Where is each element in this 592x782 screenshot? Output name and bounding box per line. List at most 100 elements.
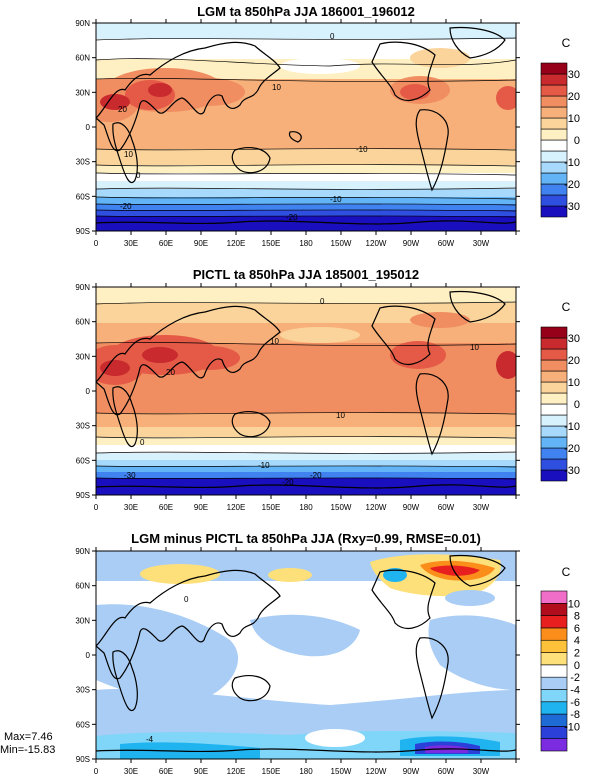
contour-label: -20 <box>286 213 298 222</box>
y-tick-label: 90S <box>76 755 90 764</box>
x-tick-label: 120W <box>366 239 387 248</box>
contour-label: 0 <box>136 171 141 180</box>
x-tick-label: 150W <box>331 767 352 776</box>
colorbar-tick-label: -20 <box>564 443 580 455</box>
panel3-xticks: 0 30E 60E 90E 120E 150E 180 150W 120W 90W 60W 30W <box>94 547 517 776</box>
y-tick-label: 30S <box>76 158 90 167</box>
x-tick-label: 0 <box>94 239 99 248</box>
colorbar-swatch <box>540 436 568 449</box>
colorbar-swatch <box>540 73 568 86</box>
x-tick-label: 180 <box>299 503 313 512</box>
y-tick-label: 30N <box>75 352 90 361</box>
colorbar-tick-label: -10 <box>564 421 580 433</box>
y-tick-label: 90S <box>76 227 90 236</box>
panel2-colorbar-unit: C <box>562 300 571 314</box>
colorbar-tick-label: -20 <box>564 179 580 191</box>
y-tick-label: 90N <box>75 19 90 28</box>
contour-label: 10 <box>124 150 133 159</box>
y-tick-label: 0 <box>86 651 91 660</box>
x-tick-label: 90E <box>194 767 208 776</box>
panel3-yticks: 90N 60N 30N 0 30S 60S 90S <box>75 547 520 764</box>
x-tick-label: 90W <box>403 239 420 248</box>
colorbar-swatch <box>540 447 568 460</box>
y-tick-label: 60N <box>75 54 90 63</box>
colorbar-swatch <box>540 713 568 727</box>
contour-label: -4 <box>146 735 154 744</box>
colorbar-tick-label: 10 <box>568 377 580 389</box>
colorbar-tick-label: 0 <box>574 660 580 672</box>
colorbar-swatch <box>540 458 568 471</box>
x-tick-label: 90W <box>403 767 420 776</box>
colorbar-tick-label: -30 <box>564 201 580 213</box>
colorbar-swatch <box>540 326 568 339</box>
colorbar-tick-label: 2 <box>574 648 580 660</box>
y-tick-label: 60S <box>76 456 90 465</box>
colorbar-swatch <box>540 689 568 703</box>
colorbar-swatch <box>540 414 568 427</box>
colorbar-swatch <box>540 615 568 629</box>
y-tick-label: 60S <box>76 192 90 201</box>
x-tick-label: 60W <box>438 503 455 512</box>
x-tick-label: 150E <box>262 503 281 512</box>
colorbar-swatch <box>540 652 568 666</box>
colorbar-swatch <box>540 403 568 416</box>
colorbar-swatch <box>540 139 568 152</box>
x-tick-label: 30E <box>124 767 138 776</box>
panel1-yticks: 90N 60N 30N 0 30S 60S 90S <box>75 19 520 236</box>
contour-label: 0 <box>320 297 325 306</box>
colorbar-swatch <box>540 639 568 653</box>
panel2-field <box>96 287 516 495</box>
x-tick-label: 120E <box>227 767 246 776</box>
colorbar-tick-label: -30 <box>564 465 580 477</box>
panel2-xticks: 0 30E 60E 90E 120E 150E 180 150W 120W 90W 60W 30W <box>94 283 517 512</box>
colorbar-swatch <box>540 172 568 185</box>
colorbar-tick-label: -2 <box>570 672 580 684</box>
x-tick-label: 30E <box>124 503 138 512</box>
y-tick-label: 90S <box>76 491 90 500</box>
colorbar-swatch <box>540 150 568 163</box>
max-value-label: Max=7.46 <box>4 731 53 743</box>
colorbar-swatch <box>540 106 568 119</box>
colorbar-swatch <box>540 664 568 678</box>
colorbar-swatch <box>540 84 568 97</box>
panel2-yticks: 90N 60N 30N 0 30S 60S 90S <box>75 283 520 500</box>
y-tick-label: 60N <box>75 318 90 327</box>
y-tick-label: 30N <box>75 616 90 625</box>
colorbar-swatch <box>540 392 568 405</box>
colorbar-tick-label: -6 <box>570 697 580 709</box>
x-tick-label: 120W <box>366 767 387 776</box>
panel-difference: LGM minus PICTL ta 850hPa JJA (Rxy=0.99,… <box>0 531 580 776</box>
contour-label: -10 <box>258 461 270 470</box>
x-tick-label: 150E <box>262 767 281 776</box>
colorbar-swatch <box>540 676 568 690</box>
colorbar-swatch <box>540 738 568 752</box>
colorbar-swatch <box>540 161 568 174</box>
panel1-contour-labels: 0 10 20 10 0 -10 -20 -20 -10 <box>118 32 368 222</box>
contour-label: 20 <box>118 105 127 114</box>
contour-label: 0 <box>140 438 145 447</box>
panel3-title: LGM minus PICTL ta 850hPa JJA (Rxy=0.99,… <box>131 531 481 546</box>
colorbar-tick-label: 20 <box>568 355 580 367</box>
colorbar-tick-label: -4 <box>570 684 580 696</box>
y-tick-label: 0 <box>86 123 91 132</box>
colorbar-swatch <box>540 726 568 739</box>
panel1-colorbar: 30 20 10 0 -10 -20 -30 <box>540 62 580 218</box>
colorbar-swatch <box>540 425 568 438</box>
panel1-contours <box>96 37 516 218</box>
panel3-coastlines <box>96 554 516 753</box>
contour-label: -20 <box>310 471 322 480</box>
colorbar-tick-label: 8 <box>574 611 580 623</box>
colorbar-swatch <box>540 205 568 218</box>
panel-pictl: PICTL ta 850hPa JJA 185001_195012 <box>75 267 580 512</box>
y-tick-label: 0 <box>86 387 91 396</box>
x-tick-label: 60W <box>438 767 455 776</box>
colorbar-swatch <box>540 95 568 108</box>
contour-label: 10 <box>470 343 479 352</box>
panel2-contours <box>96 301 516 480</box>
panel1-title: LGM ta 850hPa JJA 186001_196012 <box>197 4 415 19</box>
colorbar-swatch <box>540 183 568 196</box>
panel-lgm: LGM ta 850hPa JJA 186001_196012 <box>75 4 580 248</box>
contour-label: 10 <box>272 83 281 92</box>
panel3-contour-labels: 0 -4 <box>146 595 189 744</box>
x-tick-label: 30W <box>473 239 490 248</box>
